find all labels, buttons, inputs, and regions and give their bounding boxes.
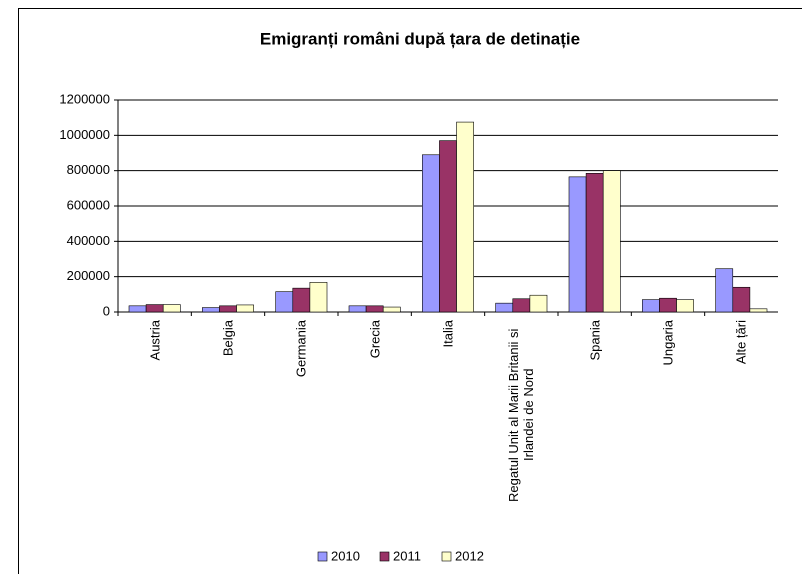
legend-swatch <box>317 551 328 562</box>
x-tick-label: Regatul Unit al Marii Britanii si Irland… <box>506 328 537 502</box>
bar <box>219 305 237 313</box>
bar <box>512 298 531 313</box>
y-tick-label: 400000 <box>67 233 110 248</box>
bar <box>602 170 621 313</box>
y-tick-label: 600000 <box>67 197 110 212</box>
bar <box>659 297 677 313</box>
x-tick-label: Austria <box>147 320 163 361</box>
bar <box>495 302 514 313</box>
y-tick-label: 200000 <box>67 268 110 283</box>
bar <box>292 287 311 313</box>
bar <box>348 305 367 313</box>
legend-label: 2012 <box>455 548 484 563</box>
x-tick-label: Alte țări <box>733 320 749 365</box>
x-tick-label: Grecia <box>367 320 383 359</box>
bar <box>676 299 694 313</box>
legend-swatch <box>379 551 390 562</box>
chart-border <box>18 8 802 574</box>
bar <box>585 173 604 313</box>
bar <box>202 307 220 313</box>
y-tick-label: 800000 <box>67 162 110 177</box>
bar <box>128 305 147 313</box>
legend-swatch <box>441 551 452 562</box>
x-tick-label: Spania <box>587 320 603 361</box>
bar <box>529 294 548 313</box>
bar <box>568 176 587 313</box>
y-tick-label: 0 <box>103 303 110 318</box>
bar <box>162 304 181 313</box>
bar <box>456 121 474 313</box>
bar <box>642 299 660 313</box>
legend-label: 2010 <box>331 548 360 563</box>
bar <box>309 282 328 313</box>
bar <box>715 268 734 313</box>
bar <box>365 305 384 313</box>
x-tick-label: Ungaria <box>660 320 676 366</box>
y-tick-label: 1200000 <box>59 91 110 106</box>
x-tick-label: Italia <box>440 320 456 348</box>
bar <box>749 308 768 313</box>
bar <box>382 306 401 313</box>
bar <box>422 154 440 313</box>
legend-label: 2011 <box>393 548 421 563</box>
bar <box>275 291 294 313</box>
bar <box>236 304 254 313</box>
x-tick-label: Germania <box>293 320 309 378</box>
chart-title: Emigranți români după țara de detinație <box>260 29 580 48</box>
y-tick-label: 1000000 <box>59 127 110 142</box>
bar <box>439 140 457 313</box>
x-tick-label: Belgia <box>220 320 236 357</box>
bar <box>732 286 751 313</box>
bar <box>145 304 164 313</box>
